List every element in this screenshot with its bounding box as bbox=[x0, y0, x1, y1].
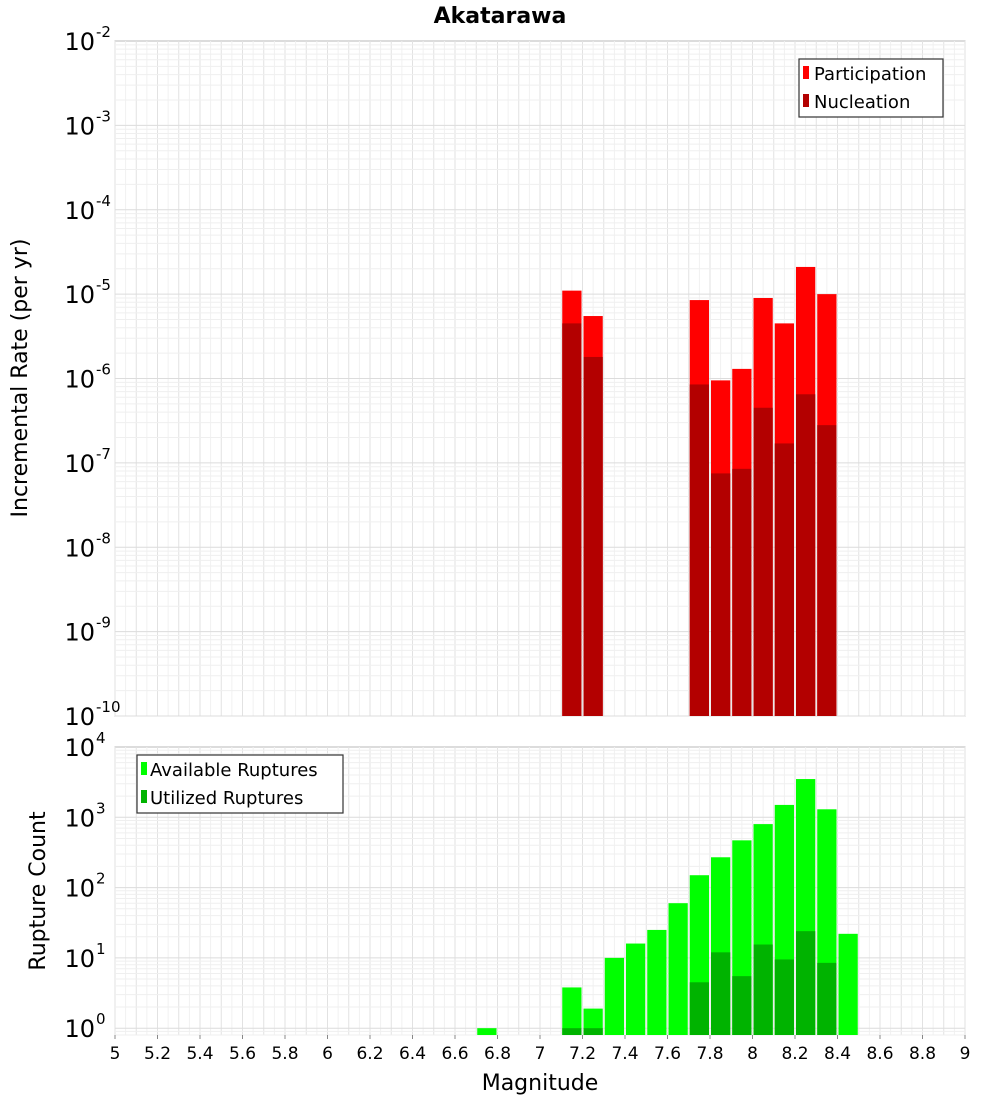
count-bars bbox=[477, 779, 858, 1035]
x-tick-label: 5.4 bbox=[186, 1044, 213, 1064]
rate-y-tick-exponent: -8 bbox=[96, 529, 111, 547]
legend-label-available: Available Ruptures bbox=[150, 760, 318, 781]
bar-nucleation bbox=[583, 356, 603, 716]
rate-y-tick-base: 10 bbox=[64, 619, 95, 647]
rate-y-tick-exponent: -2 bbox=[96, 23, 111, 41]
bar-available-ruptures bbox=[647, 929, 667, 1035]
x-tick-label: 5.6 bbox=[229, 1044, 256, 1064]
legend-swatch-participation bbox=[803, 66, 809, 79]
count-y-tick-exponent: 1 bbox=[96, 940, 106, 958]
bar-utilized-ruptures bbox=[562, 1028, 582, 1035]
x-tick-label: 5.2 bbox=[144, 1044, 171, 1064]
x-tick-label: 8.8 bbox=[909, 1044, 936, 1064]
bar-nucleation bbox=[562, 323, 582, 716]
rate-y-tick-exponent: -4 bbox=[96, 192, 111, 210]
bar-available-ruptures bbox=[626, 943, 646, 1035]
bar-available-ruptures bbox=[668, 903, 688, 1035]
count-y-tick-base: 10 bbox=[64, 945, 95, 973]
rate-y-tick-base: 10 bbox=[64, 281, 95, 309]
bar-available-ruptures bbox=[562, 987, 582, 1035]
bar-nucleation bbox=[796, 394, 816, 716]
rate-y-tick-base: 10 bbox=[64, 450, 95, 478]
count-y-tick-base: 10 bbox=[64, 875, 95, 903]
rate-y-tick-base: 10 bbox=[64, 28, 95, 56]
bar-utilized-ruptures bbox=[689, 982, 709, 1035]
count-y-tick-exponent: 2 bbox=[96, 870, 106, 888]
rate-y-tick-exponent: -7 bbox=[96, 445, 111, 463]
x-tick-label: 5.8 bbox=[271, 1044, 298, 1064]
bar-nucleation bbox=[732, 468, 752, 716]
rate-y-tick-exponent: -6 bbox=[96, 361, 111, 379]
x-tick-label: 9 bbox=[960, 1044, 971, 1064]
legend-label-nucleation: Nucleation bbox=[814, 92, 910, 113]
legend-label-utilized: Utilized Ruptures bbox=[150, 788, 303, 809]
rate-y-tick-exponent: -10 bbox=[96, 698, 121, 716]
bar-utilized-ruptures bbox=[753, 944, 773, 1035]
x-tick-label: 8 bbox=[747, 1044, 758, 1064]
rate-bars bbox=[562, 266, 837, 716]
bar-utilized-ruptures bbox=[711, 952, 731, 1035]
x-tick-label: 6.6 bbox=[441, 1044, 468, 1064]
legend-label-participation: Participation bbox=[814, 64, 926, 85]
count-legend-box bbox=[136, 754, 344, 814]
bar-nucleation bbox=[774, 443, 794, 716]
x-tick-label: 6 bbox=[322, 1044, 333, 1064]
bar-nucleation bbox=[817, 425, 837, 716]
x-tick-label: 8.2 bbox=[781, 1044, 808, 1064]
rate-y-tick-base: 10 bbox=[64, 534, 95, 562]
x-tick-label: 7.8 bbox=[696, 1044, 723, 1064]
rate-y-tick-base: 10 bbox=[64, 703, 95, 731]
x-axis-title: Magnitude bbox=[482, 1071, 599, 1096]
rate-legend-box bbox=[798, 58, 944, 118]
rate-y-tick-exponent: -5 bbox=[96, 276, 111, 294]
count-y-axis-title: Rupture Count bbox=[26, 811, 51, 971]
count-y-tick-base: 10 bbox=[64, 734, 95, 762]
bar-available-ruptures bbox=[838, 933, 858, 1035]
count-y-tick-exponent: 4 bbox=[96, 729, 106, 747]
bar-available-ruptures bbox=[477, 1028, 497, 1035]
legend-swatch-nucleation bbox=[803, 94, 809, 107]
bar-nucleation bbox=[753, 407, 773, 716]
legend-swatch-utilized bbox=[141, 790, 147, 803]
legend-swatch-available bbox=[141, 762, 147, 775]
count-y-tick-exponent: 0 bbox=[96, 1010, 106, 1028]
x-tick-label: 7.2 bbox=[569, 1044, 596, 1064]
rate-y-tick-exponent: -3 bbox=[96, 107, 111, 125]
bar-utilized-ruptures bbox=[796, 931, 816, 1035]
rate-y-tick-base: 10 bbox=[64, 197, 95, 225]
rate-legend: Participation Nucleation bbox=[798, 58, 944, 118]
bar-utilized-ruptures bbox=[732, 976, 752, 1035]
count-legend: Available Ruptures Utilized Ruptures bbox=[136, 754, 344, 814]
rate-y-axis-title: Incremental Rate (per yr) bbox=[8, 239, 33, 518]
bar-utilized-ruptures bbox=[583, 1028, 603, 1035]
x-tick-label: 7 bbox=[535, 1044, 546, 1064]
bar-utilized-ruptures bbox=[774, 959, 794, 1035]
bar-nucleation bbox=[711, 473, 731, 716]
chart-title: Akatarawa bbox=[434, 4, 567, 29]
rate-y-tick-base: 10 bbox=[64, 366, 95, 394]
count-y-tick-exponent: 3 bbox=[96, 799, 106, 817]
x-tick-label: 7.6 bbox=[654, 1044, 681, 1064]
bar-utilized-ruptures bbox=[817, 962, 837, 1035]
rate-y-tick-exponent: -9 bbox=[96, 614, 111, 632]
rate-y-tick-base: 10 bbox=[64, 112, 95, 140]
x-tick-label: 6.4 bbox=[399, 1044, 426, 1064]
x-tick-label: 8.6 bbox=[866, 1044, 893, 1064]
bar-available-ruptures bbox=[604, 957, 624, 1035]
count-y-tick-base: 10 bbox=[64, 804, 95, 832]
bar-nucleation bbox=[689, 384, 709, 716]
magnitude-x-ticks: 5 5.2 5.4 5.6 5.8 6 6.2 6.4 6.6 6.8 7 7.2 7.4 7.6 7.8 8… bbox=[110, 1035, 971, 1064]
x-tick-label: 7.4 bbox=[611, 1044, 638, 1064]
rate-grid bbox=[114, 41, 966, 717]
count-y-tick-base: 10 bbox=[64, 1015, 95, 1043]
x-tick-label: 5 bbox=[110, 1044, 121, 1064]
x-tick-label: 8.4 bbox=[824, 1044, 851, 1064]
x-tick-label: 6.8 bbox=[484, 1044, 511, 1064]
x-tick-label: 6.2 bbox=[356, 1044, 383, 1064]
